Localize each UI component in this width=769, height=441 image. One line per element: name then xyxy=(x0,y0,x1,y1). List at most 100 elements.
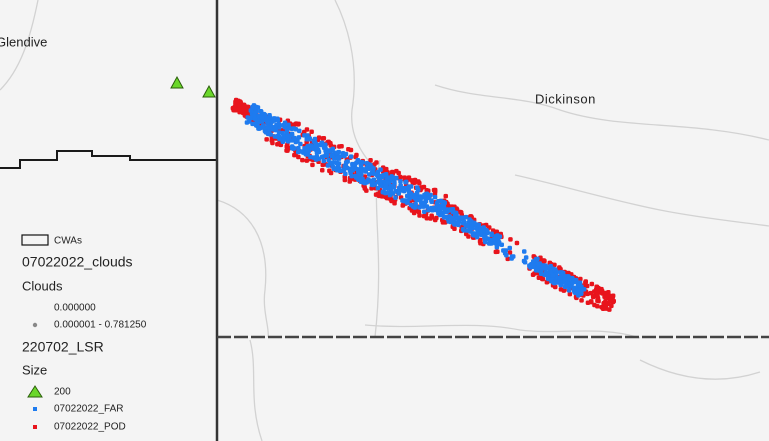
storm-dot xyxy=(527,263,532,268)
storm-dot xyxy=(496,240,501,245)
storm-dot xyxy=(469,222,474,228)
storm-dot xyxy=(599,286,604,292)
storm-dot xyxy=(464,228,470,233)
storm-dot xyxy=(531,259,536,264)
storm-dot xyxy=(328,143,334,148)
storm-dot xyxy=(456,219,461,225)
storm-dot xyxy=(412,195,417,200)
storm-dot xyxy=(265,119,270,125)
storm-dot xyxy=(463,223,469,228)
storm-dot xyxy=(463,214,469,220)
storm-dot xyxy=(562,277,568,282)
legend-layer: 07022022_clouds xyxy=(22,254,133,270)
storm-dot xyxy=(417,213,422,218)
storm-dot xyxy=(391,185,397,190)
place-label: Glendive xyxy=(0,34,47,49)
storm-dot xyxy=(264,137,269,142)
storm-dot xyxy=(312,136,318,142)
storm-dot xyxy=(511,254,516,259)
storm-dot xyxy=(316,156,321,162)
storm-dot xyxy=(558,282,563,288)
storm-dot xyxy=(408,195,413,200)
storm-dot xyxy=(408,202,414,208)
storm-dot xyxy=(552,267,558,272)
storm-dot xyxy=(309,129,314,134)
legend-layer: 220702_LSR xyxy=(22,339,104,355)
storm-dot xyxy=(452,221,457,227)
storm-dot xyxy=(435,200,440,205)
storm-dot xyxy=(249,115,254,121)
storm-dot xyxy=(321,145,327,150)
storm-dot xyxy=(416,179,421,184)
storm-dot xyxy=(461,219,467,225)
storm-dot xyxy=(286,139,291,144)
storm-dot xyxy=(530,272,536,277)
storm-dot xyxy=(364,188,369,193)
storm-dot xyxy=(474,226,479,231)
storm-dot xyxy=(514,240,520,246)
legend-dot xyxy=(33,407,37,411)
storm-dot xyxy=(394,175,399,181)
storm-dot xyxy=(449,215,455,221)
storm-dot xyxy=(412,180,417,185)
storm-dot xyxy=(482,239,488,244)
storm-dot xyxy=(489,232,494,238)
storm-dot xyxy=(321,158,326,164)
storm-dot xyxy=(557,275,562,281)
storm-dot xyxy=(522,249,527,254)
storm-dot xyxy=(296,154,301,160)
storm-dot xyxy=(284,148,289,153)
legend-field: Size xyxy=(22,362,47,377)
storm-dot xyxy=(536,263,542,269)
storm-dot xyxy=(323,153,328,158)
storm-dot xyxy=(429,198,434,203)
storm-dot xyxy=(493,241,498,246)
storm-dot xyxy=(424,188,429,193)
storm-dot xyxy=(396,189,402,194)
storm-dot xyxy=(329,153,335,159)
storm-dot xyxy=(275,117,281,123)
storm-dot xyxy=(504,253,509,258)
storm-dot xyxy=(254,104,259,110)
storm-dot xyxy=(235,99,240,105)
storm-dot xyxy=(429,213,434,218)
storm-dot xyxy=(428,192,433,198)
storm-dot xyxy=(267,113,272,118)
storm-dots xyxy=(230,97,616,312)
storm-dot xyxy=(272,134,278,139)
storm-dot xyxy=(306,148,311,154)
storm-dot xyxy=(336,149,341,155)
storm-dot xyxy=(296,135,302,140)
storm-dot xyxy=(326,157,331,163)
storm-dot xyxy=(300,157,305,163)
storm-dot xyxy=(347,179,352,184)
storm-dot xyxy=(566,274,571,279)
storm-dot xyxy=(595,304,600,309)
storm-dot xyxy=(404,200,410,205)
storm-dot xyxy=(578,276,583,282)
storm-dot xyxy=(380,189,386,195)
storm-dot xyxy=(282,124,287,130)
storm-dot xyxy=(255,123,260,129)
storm-dot xyxy=(241,104,247,110)
storm-dot xyxy=(241,108,246,113)
storm-dot xyxy=(464,231,469,237)
storm-dot xyxy=(252,110,257,115)
storm-dot xyxy=(280,130,285,136)
storm-dot xyxy=(372,182,377,187)
storm-dot xyxy=(357,159,363,165)
storm-dot xyxy=(454,206,459,211)
storm-dot xyxy=(265,131,271,137)
storm-dot xyxy=(289,138,295,143)
storm-dot xyxy=(589,281,595,287)
lsr-triangle xyxy=(202,84,216,98)
storm-dot xyxy=(265,124,270,130)
storm-dot xyxy=(442,200,447,206)
storm-dot xyxy=(333,166,338,171)
storm-dot xyxy=(403,180,408,185)
cwa-boundary xyxy=(0,150,217,169)
storm-dot xyxy=(232,105,237,110)
storm-dot xyxy=(443,209,448,215)
